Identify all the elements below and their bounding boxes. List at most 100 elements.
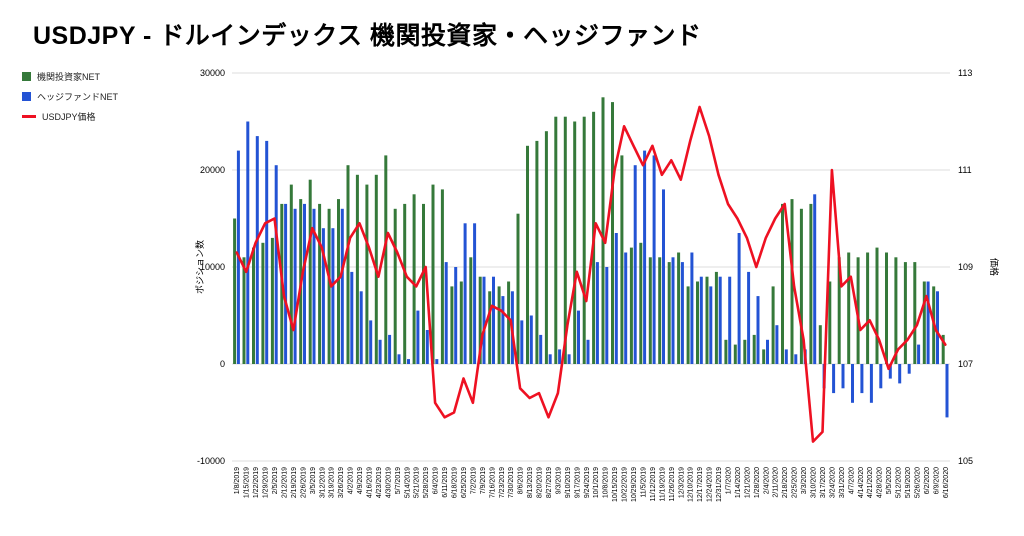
bar-institutional (847, 252, 851, 364)
x-axis-tick-label: 12/10/2019 (688, 467, 695, 502)
x-axis-tick-label: 7/30/2019 (508, 467, 515, 498)
x-axis-tick-label: 5/26/2020 (914, 467, 921, 498)
bar-institutional (308, 179, 312, 364)
bar-institutional (440, 189, 444, 364)
x-axis-tick-label: 11/5/2019 (640, 467, 647, 498)
bar-hedgefund (595, 262, 599, 364)
bar-hedgefund (482, 276, 486, 364)
bar-hedgefund (756, 296, 760, 364)
bar-hedgefund (907, 364, 911, 374)
x-axis-tick-label: 2/18/2020 (782, 467, 789, 498)
bar-hedgefund (690, 252, 694, 364)
bar-hedgefund (728, 276, 732, 364)
bar-hedgefund (624, 252, 628, 364)
x-axis-tick-label: 1/8/2019 (234, 467, 241, 494)
bar-hedgefund (274, 165, 278, 364)
bar-hedgefund (784, 349, 788, 364)
bar-institutional (337, 199, 340, 364)
bar-hedgefund (605, 267, 609, 364)
bar-institutional (913, 262, 917, 364)
bar-hedgefund (388, 334, 392, 364)
bar-institutional (544, 131, 548, 364)
bar-institutional (242, 257, 246, 364)
x-axis-tick-label: 10/22/2019 (622, 467, 629, 502)
bar-institutional (790, 199, 794, 364)
bar-institutional (384, 155, 388, 364)
bar-institutional (866, 252, 870, 364)
left-axis-tick-label: 10000 (200, 262, 225, 272)
x-axis-tick-label: 3/26/2019 (338, 467, 345, 498)
bar-institutional (355, 174, 359, 364)
bar-hedgefund (293, 208, 297, 364)
chart-legend: 機関投資家NET ヘッジファンドNET USDJPY価格 (22, 66, 118, 126)
bar-institutional (488, 291, 492, 365)
bar-hedgefund (463, 223, 467, 364)
legend-item-institutional: 機関投資家NET (22, 66, 118, 86)
x-axis-tick-label: 3/19/2019 (329, 467, 336, 498)
bar-hedgefund (558, 349, 562, 364)
bar-hedgefund (737, 233, 741, 364)
bar-hedgefund (699, 276, 703, 364)
bar-institutional (762, 349, 766, 364)
x-axis-tick-label: 8/20/2019 (537, 467, 544, 498)
bar-institutional (526, 145, 529, 365)
bar-institutional (459, 281, 463, 364)
x-axis-tick-label: 4/30/2019 (385, 467, 392, 498)
x-axis-tick-label: 3/5/2019 (310, 467, 317, 494)
bar-institutional (582, 116, 586, 364)
bar-institutional (667, 262, 671, 364)
bar-hedgefund (709, 286, 713, 364)
x-axis-tick-label: 1/29/2019 (263, 467, 270, 498)
legend-item-price: USDJPY価格 (22, 106, 118, 126)
bar-institutional (346, 165, 350, 364)
bar-institutional (799, 208, 803, 364)
x-axis-tick-label: 3/12/2019 (319, 467, 326, 498)
bar-institutional (686, 286, 690, 364)
bar-institutional (639, 242, 643, 365)
x-axis-tick-label: 3/17/2020 (820, 467, 827, 498)
x-axis-tick-label: 5/21/2019 (414, 467, 421, 498)
right-axis-tick-label: 113 (958, 68, 972, 78)
x-axis-tick-label: 6/4/2019 (433, 467, 440, 494)
bar-hedgefund (841, 364, 845, 389)
bar-institutional (327, 208, 331, 364)
x-axis-tick-label: 2/12/2019 (281, 467, 288, 498)
bar-institutional (818, 325, 822, 364)
bar-institutional (648, 257, 652, 364)
x-axis-tick-label: 4/28/2020 (877, 467, 884, 498)
bar-institutional (941, 334, 945, 364)
bar-hedgefund (643, 150, 647, 364)
bar-hedgefund (529, 315, 533, 364)
bar-institutional (573, 121, 577, 364)
bar-hedgefund (444, 262, 448, 364)
bar-hedgefund (492, 276, 495, 364)
bar-institutional (450, 286, 454, 364)
left-axis-tick-label: 30000 (200, 68, 225, 78)
bar-institutional (403, 203, 407, 364)
bar-institutional (393, 208, 397, 364)
legend-label-hedgefund: ヘッジファンドNET (37, 91, 119, 102)
bar-hedgefund (350, 271, 354, 364)
left-axis-tick-label: 0 (220, 359, 225, 369)
bar-institutional (629, 247, 633, 364)
bar-hedgefund (473, 223, 477, 364)
bar-hedgefund (340, 208, 344, 364)
bar-institutional (261, 242, 265, 365)
x-axis-tick-label: 6/11/2019 (442, 467, 449, 498)
x-axis-tick-label: 7/23/2019 (499, 467, 506, 498)
bar-hedgefund (321, 228, 325, 364)
x-axis-tick-label: 10/29/2019 (631, 467, 638, 502)
bar-hedgefund (303, 203, 306, 364)
bar-hedgefund (416, 310, 420, 364)
x-axis-tick-label: 2/19/2019 (291, 467, 298, 498)
x-axis-tick-label: 12/3/2019 (678, 467, 685, 498)
x-axis-tick-label: 5/7/2019 (395, 467, 402, 494)
bar-institutional (365, 184, 369, 364)
bar-institutional (611, 102, 614, 364)
x-axis-tick-label: 9/24/2019 (584, 467, 591, 498)
bar-institutional (507, 281, 511, 364)
bar-institutional (705, 276, 709, 364)
chart-title: USDJPY - ドルインデックス 機関投資家・ヘッジファンド (33, 22, 702, 50)
